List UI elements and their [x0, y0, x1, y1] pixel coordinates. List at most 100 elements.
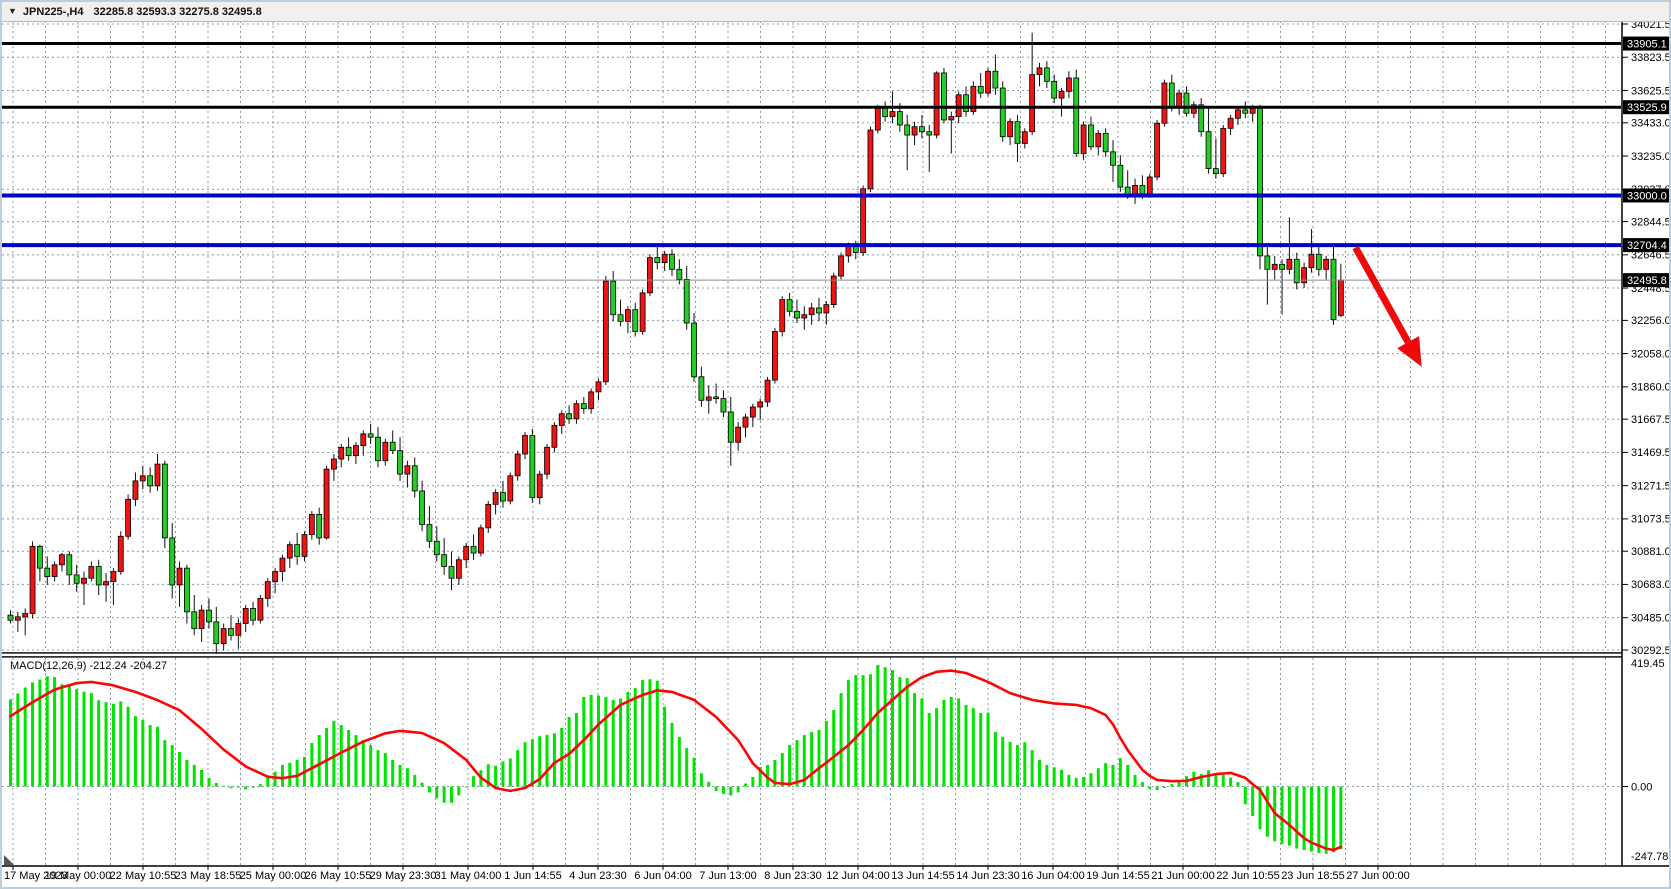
macd-bar [325, 727, 329, 787]
macd-bar [567, 717, 571, 787]
macd-tick-label: -247.78 [1631, 851, 1668, 863]
candle-body [845, 245, 852, 257]
candle-body [860, 188, 866, 253]
candle-body [1102, 132, 1109, 153]
macd-bar [633, 688, 637, 787]
macd-bar [45, 676, 49, 787]
symbol-dropdown-icon[interactable]: ▼ [8, 6, 17, 16]
price-tick-label: 31073.5 [1631, 514, 1669, 526]
macd-bar [141, 720, 145, 787]
price-tick-label: 32844.5 [1631, 216, 1669, 228]
candle-body [1154, 122, 1160, 178]
macd-bar [891, 670, 894, 787]
candle-body [1014, 121, 1021, 144]
date-tick-label: 19 May 00:00 [45, 870, 112, 882]
candle-body [183, 567, 190, 613]
macd-bar [1309, 786, 1313, 852]
candle-body [977, 85, 984, 94]
candle-body [867, 129, 874, 190]
candle-body [272, 571, 279, 582]
candle-body [757, 401, 764, 408]
candle-body [1308, 253, 1315, 269]
macd-bar [677, 736, 681, 787]
macd-bar [464, 786, 468, 788]
macd-bar [192, 764, 196, 787]
candle-body [507, 475, 514, 502]
date-tick-label: 8 Jun 23:30 [764, 870, 822, 882]
candle-body [933, 72, 940, 136]
candle-body [161, 463, 168, 539]
price-tick-label: 31271.5 [1631, 480, 1669, 492]
candle-body [1264, 255, 1271, 270]
macd-bar [266, 777, 270, 787]
candle-body [764, 379, 771, 403]
candle-body [81, 577, 87, 584]
macd-bar [413, 774, 417, 787]
macd-bar [530, 739, 534, 787]
candle-body [448, 566, 455, 579]
macd-bar [163, 740, 167, 787]
title-symbol-period: JPN225-,H4 [22, 5, 84, 18]
macd-bar [993, 732, 997, 787]
macd-bar [310, 743, 314, 787]
candle-body [1293, 258, 1300, 284]
candle-body [132, 480, 139, 500]
candle-body [470, 545, 477, 554]
macd-bar [883, 667, 887, 787]
candle-body [29, 545, 36, 614]
candle-body [705, 396, 712, 401]
candle-body [286, 544, 293, 559]
macd-bar [766, 764, 770, 787]
candle-body [1161, 82, 1168, 124]
price-tags: 33905.1 33525.9 33000.0 32704.4 32495.8 [1623, 36, 1669, 288]
date-tick-label: 12 Jun 04:00 [826, 870, 890, 882]
macd-bar [868, 674, 872, 787]
candle-body [735, 426, 742, 443]
candle-body [375, 436, 381, 462]
candle-body [602, 280, 609, 383]
chart-title-bar[interactable]: ▼ JPN225-,H4 32285.8 32593.3 32275.8 324… [2, 2, 1669, 22]
candle-body [661, 253, 668, 264]
macd-bar [1177, 780, 1181, 787]
candle-body [1198, 104, 1205, 133]
macd-bar [920, 698, 924, 787]
macd-bar [170, 745, 174, 787]
macd-bar [258, 784, 262, 787]
macd-bar [1001, 736, 1005, 787]
macd-bar [89, 693, 93, 787]
candle-body [154, 463, 161, 487]
candle-body [1051, 80, 1058, 99]
candle-body [1066, 77, 1072, 92]
candle-body [169, 537, 176, 586]
chart-corner-grip[interactable] [4, 855, 14, 865]
macd-bar [729, 786, 733, 796]
candle-body [588, 391, 595, 410]
candle-body [1117, 164, 1124, 188]
macd-bar [1317, 786, 1321, 853]
price-tag [1623, 36, 1669, 51]
candle-body [198, 609, 205, 629]
macd-bar [979, 712, 983, 787]
macd-bar [486, 764, 490, 787]
macd-bar [1067, 774, 1071, 787]
date-tick-label: 19 Jun 14:55 [1086, 870, 1150, 882]
macd-bar [986, 712, 990, 787]
date-tick-label: 23 Jun 18:55 [1281, 870, 1345, 882]
candle-body [522, 435, 528, 455]
macd-bar [905, 678, 909, 787]
macd-bar [391, 759, 395, 787]
macd-bar [619, 698, 623, 787]
candle-body [963, 94, 969, 112]
candle-body [727, 411, 734, 443]
date-tick-label: 23 May 18:55 [175, 870, 242, 882]
macd-bar [273, 771, 277, 787]
trend-arrow[interactable] [1352, 245, 1422, 367]
macd-bar [1104, 763, 1108, 787]
macd-bar [67, 686, 71, 787]
macd-bar [82, 691, 86, 787]
candle-body [647, 257, 653, 294]
price-tick-label: 30683.0 [1631, 579, 1669, 591]
